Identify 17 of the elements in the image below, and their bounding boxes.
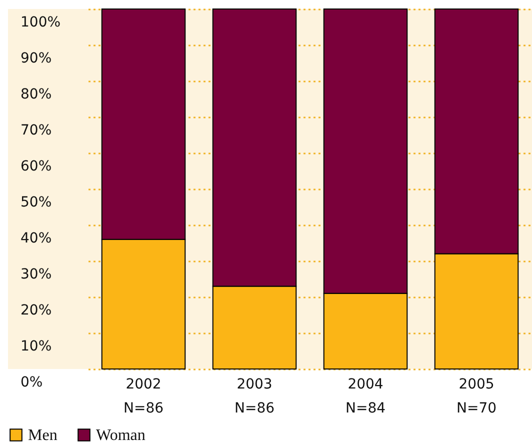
y-tick-label: 100% bbox=[20, 14, 61, 30]
y-tick-label: 0% bbox=[20, 374, 43, 390]
y-tick-label: 90% bbox=[20, 50, 52, 66]
y-tick-label: 60% bbox=[20, 158, 52, 174]
legend-label: Woman bbox=[96, 427, 146, 444]
x-tick-label: 2005 N=70 bbox=[456, 376, 497, 416]
y-tick-label: 20% bbox=[20, 302, 52, 318]
y-tick-label: 50% bbox=[20, 194, 52, 210]
y-tick-label: 30% bbox=[20, 266, 52, 282]
y-tick-label: 40% bbox=[20, 230, 52, 246]
y-tick-label: 10% bbox=[20, 338, 52, 354]
x-tick-label: 2003 N=86 bbox=[234, 376, 275, 416]
x-tick-label: 2002 N=86 bbox=[123, 376, 164, 416]
x-tick-label: 2004 N=84 bbox=[345, 376, 386, 416]
y-tick-label: 70% bbox=[20, 122, 52, 138]
legend-label: Men bbox=[28, 427, 58, 444]
y-tick-label: 80% bbox=[20, 86, 52, 102]
